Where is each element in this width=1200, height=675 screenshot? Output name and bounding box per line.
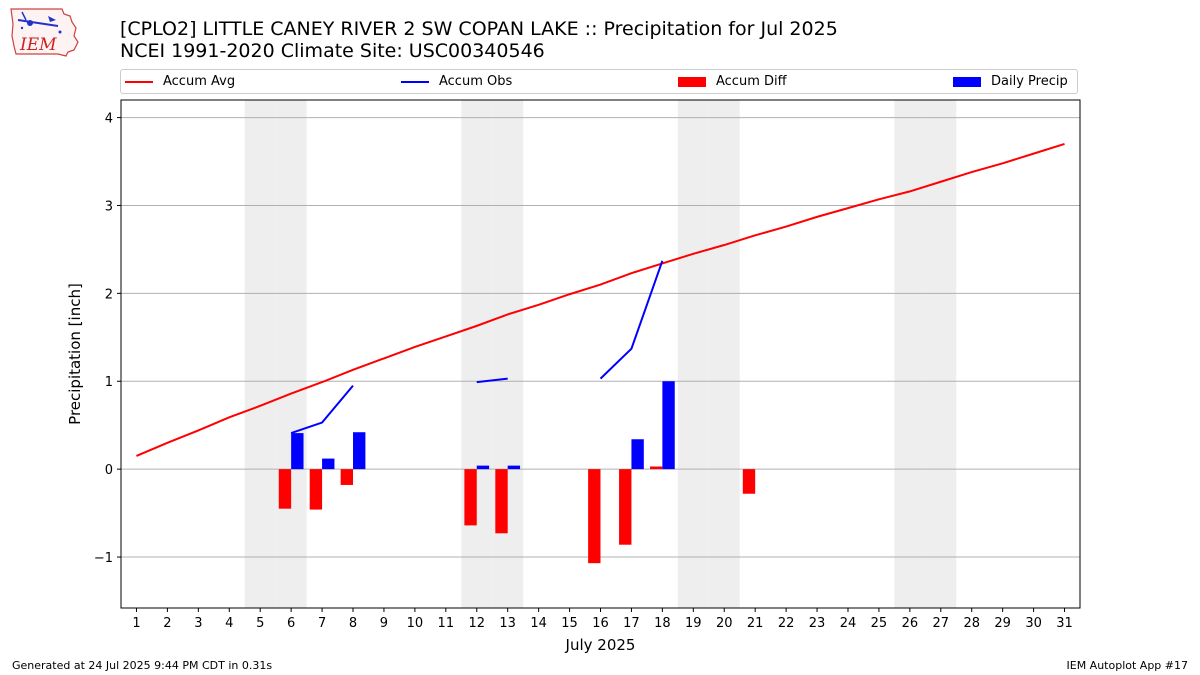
daily-precip-bar bbox=[507, 465, 521, 470]
daily-precip-bar bbox=[476, 465, 490, 470]
x-tick-label: 4 bbox=[225, 616, 233, 631]
app-id: IEM Autoplot App #17 bbox=[1066, 659, 1189, 672]
x-tick-label: 5 bbox=[256, 616, 264, 631]
x-tick-label: 25 bbox=[871, 616, 888, 631]
x-tick-label: 23 bbox=[809, 616, 826, 631]
x-tick-label: 22 bbox=[778, 616, 795, 631]
x-tick-label: 20 bbox=[716, 616, 733, 631]
x-tick-label: 26 bbox=[902, 616, 919, 631]
legend-label-accum-diff: Accum Diff bbox=[716, 74, 787, 89]
x-tick-label: 18 bbox=[654, 616, 671, 631]
x-tick-label: 9 bbox=[380, 616, 388, 631]
accum-diff-bar bbox=[588, 469, 601, 564]
x-tick-label: 2 bbox=[163, 616, 171, 631]
daily-precip-bar bbox=[631, 439, 644, 470]
daily-precip-bar bbox=[291, 433, 304, 470]
legend-swatch-accum-avg bbox=[125, 80, 153, 83]
x-tick-label: 8 bbox=[349, 616, 357, 631]
weekend-shade bbox=[275, 100, 307, 608]
accum-diff-bar bbox=[340, 469, 354, 485]
x-tick-label: 15 bbox=[561, 616, 578, 631]
x-tick-label: 17 bbox=[623, 616, 640, 631]
y-tick-label: 1 bbox=[105, 375, 113, 390]
x-tick-label: 16 bbox=[592, 616, 609, 631]
legend-label-accum-obs: Accum Obs bbox=[439, 74, 513, 89]
weekend-shade bbox=[461, 100, 493, 608]
daily-precip-bar bbox=[322, 458, 335, 470]
weekend-shade bbox=[894, 100, 926, 608]
y-tick-label: −1 bbox=[94, 551, 113, 566]
accum-diff-bar bbox=[464, 469, 477, 526]
title-line-2: NCEI 1991-2020 Climate Site: USC00340546 bbox=[120, 40, 545, 62]
x-tick-label: 11 bbox=[438, 616, 455, 631]
legend-label-daily-precip: Daily Precip bbox=[991, 74, 1068, 89]
x-tick-label: 12 bbox=[468, 616, 485, 631]
accum-obs-line bbox=[599, 260, 664, 380]
legend-swatch-accum-obs bbox=[401, 80, 429, 83]
generated-timestamp: Generated at 24 Jul 2025 9:44 PM CDT in … bbox=[12, 659, 273, 672]
logo-text: IEM bbox=[19, 35, 57, 55]
legend-swatch-accum-diff bbox=[678, 76, 706, 87]
iem-logo: IEM bbox=[10, 8, 79, 57]
accum-obs-line bbox=[290, 384, 354, 435]
accum-diff-bar bbox=[495, 469, 508, 534]
x-tick-label: 24 bbox=[840, 616, 857, 631]
x-tick-label: 14 bbox=[530, 616, 547, 631]
title-line-1: [CPLO2] LITTLE CANEY RIVER 2 SW COPAN LA… bbox=[120, 18, 838, 40]
accum-diff-bar bbox=[742, 469, 756, 494]
accum-diff-bar bbox=[278, 469, 292, 509]
weekend-shade bbox=[244, 100, 276, 608]
y-tick-label: 0 bbox=[105, 463, 113, 478]
legend-item-accum-obs: Accum Obs bbox=[401, 73, 512, 91]
accum-diff-bar bbox=[309, 469, 323, 510]
accum-obs-line bbox=[476, 377, 508, 384]
y-tick-label: 2 bbox=[105, 287, 113, 302]
x-tick-label: 3 bbox=[194, 616, 202, 631]
x-tick-label: 13 bbox=[499, 616, 516, 631]
legend-item-accum-avg: Accum Avg bbox=[125, 73, 235, 91]
x-tick-label: 27 bbox=[933, 616, 950, 631]
y-tick-label: 4 bbox=[105, 112, 113, 127]
y-tick-label: 3 bbox=[105, 199, 113, 214]
x-axis-label: July 2025 bbox=[565, 636, 636, 654]
x-tick-label: 31 bbox=[1056, 616, 1073, 631]
legend: Accum Avg Accum Obs Accum Diff Daily Pre… bbox=[120, 69, 1078, 94]
x-tick-label: 30 bbox=[1025, 616, 1042, 631]
daily-precip-bar bbox=[353, 432, 366, 470]
weekend-shade bbox=[925, 100, 957, 608]
x-tick-label: 28 bbox=[963, 616, 980, 631]
x-tick-label: 19 bbox=[685, 616, 702, 631]
daily-precip-bar bbox=[662, 381, 675, 470]
legend-swatch-daily-precip bbox=[953, 76, 981, 87]
accum-diff-bar bbox=[649, 466, 663, 470]
accum-diff-bar bbox=[619, 469, 632, 545]
accum-avg-line bbox=[136, 142, 1065, 457]
legend-label-accum-avg: Accum Avg bbox=[163, 74, 236, 89]
x-tick-label: 1 bbox=[132, 616, 140, 631]
x-tick-label: 21 bbox=[747, 616, 764, 631]
weekend-shade bbox=[708, 100, 740, 608]
chart-title: [CPLO2] LITTLE CANEY RIVER 2 SW COPAN LA… bbox=[120, 18, 838, 62]
x-tick-label: 6 bbox=[287, 616, 295, 631]
weekend-shade bbox=[677, 100, 709, 608]
x-tick-label: 10 bbox=[407, 616, 424, 631]
legend-item-accum-diff: Accum Diff bbox=[678, 73, 787, 91]
legend-item-daily-precip: Daily Precip bbox=[953, 73, 1068, 91]
x-tick-label: 7 bbox=[318, 616, 326, 631]
x-tick-label: 29 bbox=[994, 616, 1011, 631]
y-axis-label: Precipitation [inch] bbox=[66, 283, 84, 425]
